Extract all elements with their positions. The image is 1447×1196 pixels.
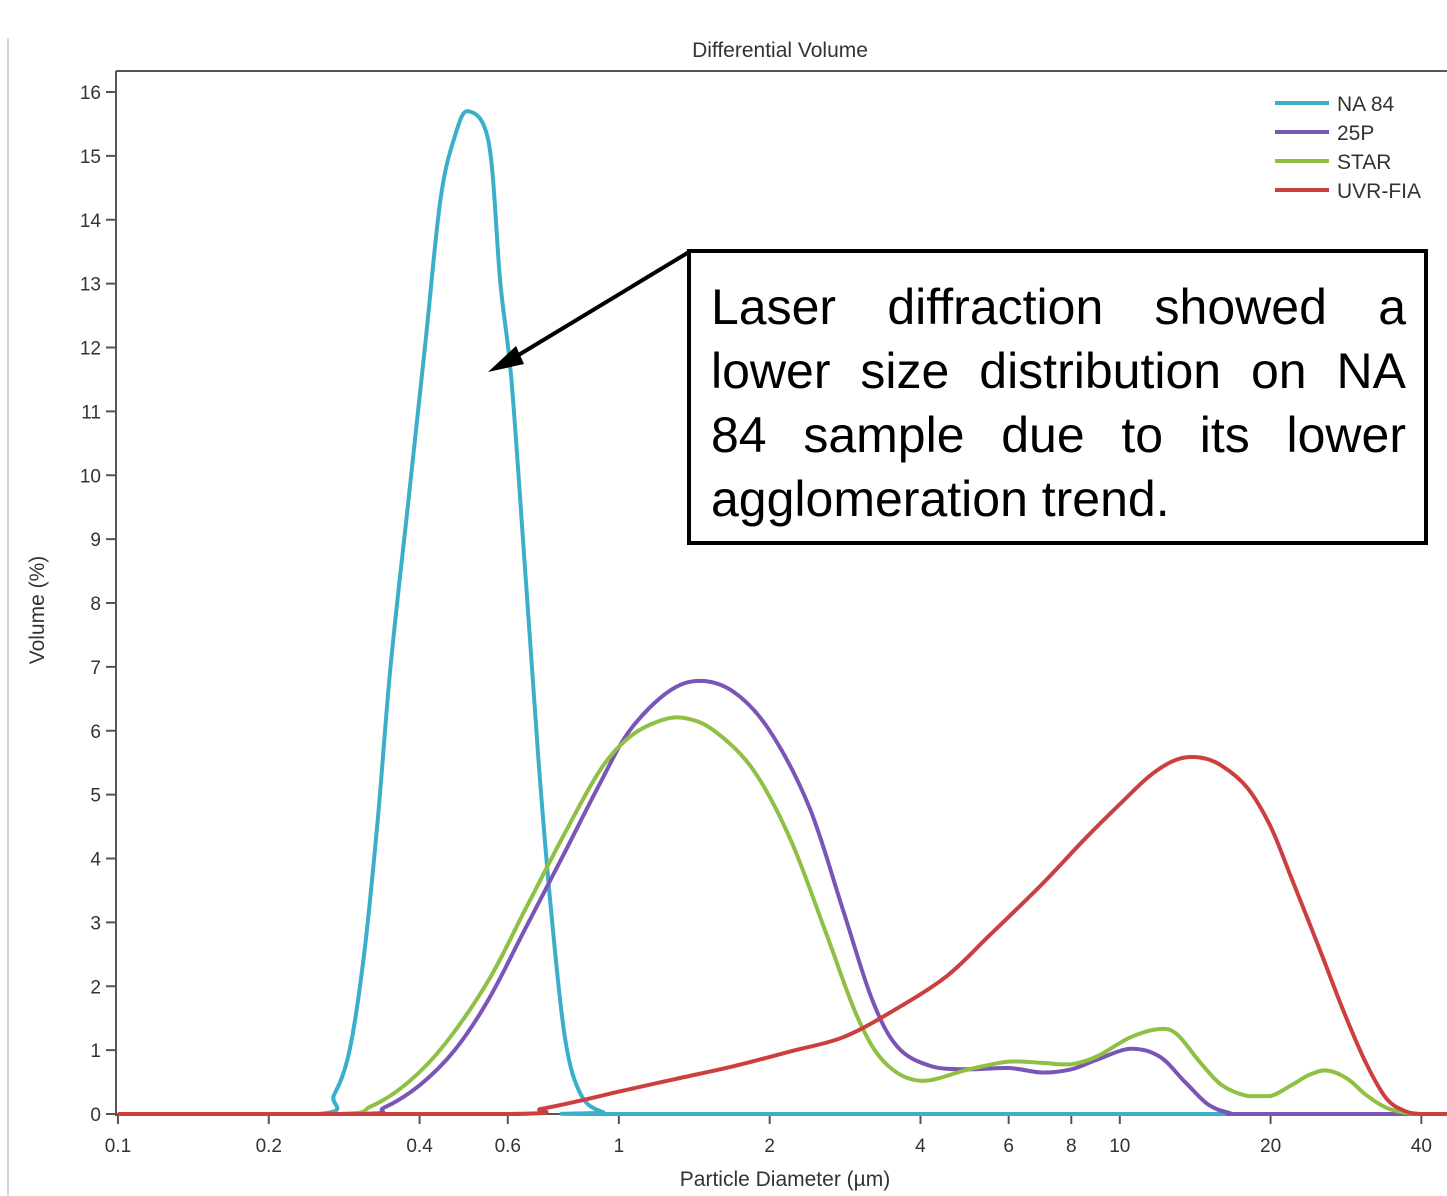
- series-line-3: [117, 754, 1447, 1117]
- y-tick-label: 7: [90, 658, 101, 679]
- legend-label: NA 84: [1337, 93, 1395, 116]
- y-axis-title: Volume (%): [26, 556, 49, 665]
- x-tick-label: 1: [614, 1136, 625, 1157]
- legend-label: 25P: [1337, 122, 1374, 145]
- y-tick-label: 8: [90, 594, 101, 615]
- x-tick-label: 8: [1066, 1136, 1077, 1157]
- x-tick-label: 0.1: [105, 1136, 131, 1157]
- x-tick-label: 0.6: [495, 1136, 521, 1157]
- annotation-box: Laser diffraction showed a lower size di…: [687, 249, 1428, 545]
- y-tick-label: 6: [90, 722, 101, 743]
- x-tick-label: 6: [1003, 1136, 1014, 1157]
- x-tick-label: 10: [1109, 1136, 1130, 1157]
- annotation-text: Laser diffraction showed a lower size di…: [711, 279, 1406, 527]
- y-tick-label: 5: [90, 786, 101, 807]
- legend-label: STAR: [1337, 151, 1391, 174]
- x-axis-title: Particle Diameter (µm): [680, 1168, 890, 1191]
- y-tick-label: 14: [80, 211, 102, 232]
- y-tick-label: 10: [80, 466, 101, 487]
- y-tick-label: 1: [90, 1041, 101, 1062]
- chart-title: Differential Volume: [692, 39, 868, 62]
- legend-label: UVR-FIA: [1337, 180, 1421, 203]
- y-tick-label: 11: [81, 402, 101, 423]
- y-tick-label: 9: [90, 530, 101, 551]
- y-tick-label: 2: [90, 977, 101, 998]
- y-tick-label: 16: [80, 83, 101, 104]
- y-tick-label: 12: [80, 339, 101, 360]
- annotation-arrow: [488, 250, 691, 372]
- series-line-2: [117, 715, 1447, 1117]
- y-tick-label: 13: [80, 275, 101, 296]
- x-tick-label: 40: [1411, 1136, 1432, 1157]
- x-tick-label: 0.4: [406, 1136, 433, 1157]
- x-tick-label: 4: [915, 1136, 926, 1157]
- series-line-1: [117, 678, 1447, 1117]
- y-tick-label: 15: [80, 147, 101, 168]
- x-tick-label: 2: [764, 1136, 775, 1157]
- x-tick-label: 0.2: [256, 1136, 282, 1157]
- x-axis: 0.1 0.2 0.4 0.6 1 2 4 6 8 10 20 40: [105, 1113, 1447, 1157]
- legend: NA 84 25P STAR UVR-FIA: [1275, 93, 1421, 203]
- y-tick-label: 0: [90, 1105, 101, 1126]
- y-tick-label: 4: [90, 850, 101, 871]
- y-tick-label: 3: [90, 913, 101, 934]
- series-line-0: [117, 109, 1447, 1117]
- series-layer: [117, 109, 1447, 1117]
- x-tick-label: 20: [1260, 1136, 1281, 1157]
